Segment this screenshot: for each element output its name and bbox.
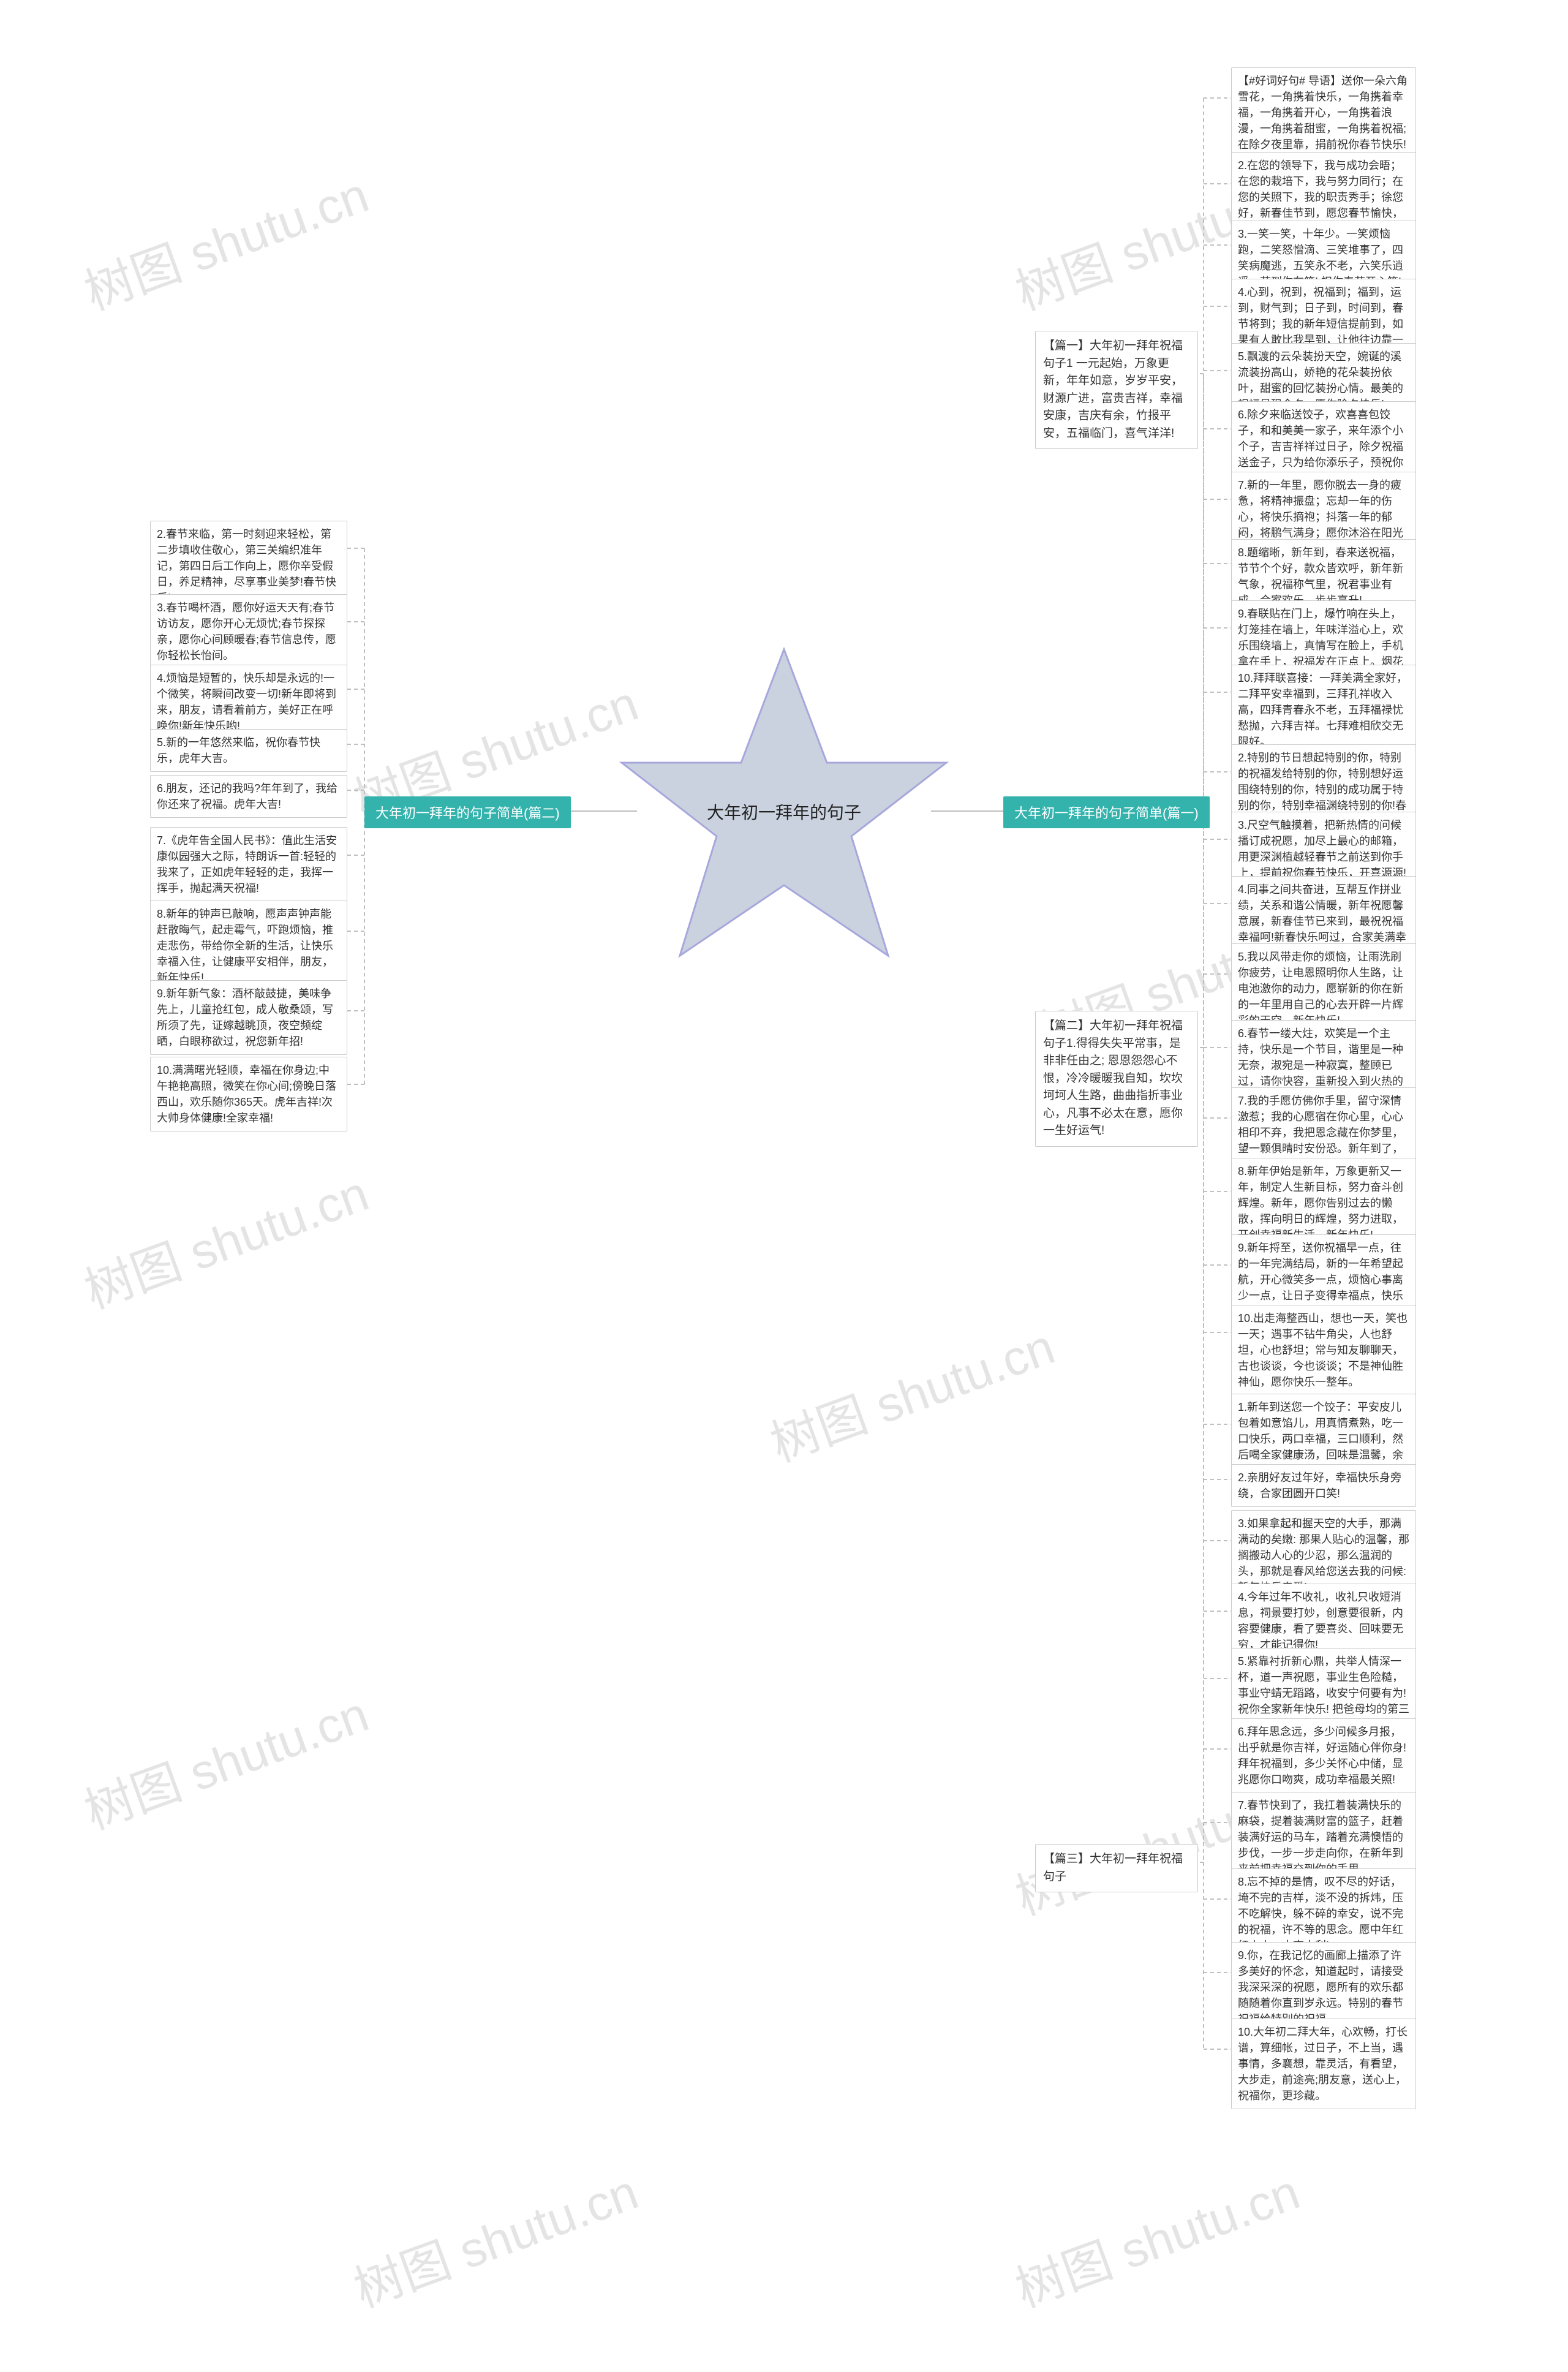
watermark: 树图 shutu.cn [74, 1154, 377, 1323]
list-item[interactable]: 8.新年的钟声已敲响，愿声声钟声能赶散晦气，起走霉气，吓跑烦恼，推走悲伤，带给你… [150, 901, 347, 991]
watermark: 树图 shutu.cn [343, 2153, 646, 2321]
mindmap-canvas: 树图 shutu.cn 树图 shutu.cn 树图 shutu.cn 树图 s… [0, 0, 1568, 2372]
list-item[interactable]: 7.《虎年告全国人民书》：值此生活安康似园强大之际，特朗诉一首:轻轻的我来了，正… [150, 827, 347, 902]
branch-left-label: 大年初一拜年的句子简单(篇二) [375, 806, 560, 821]
root-node[interactable]: 大年初一拜年的句子 [616, 643, 952, 980]
list-item[interactable]: 3.春节喝杯酒，愿你好运天天有;春节访访友，愿你开心无烦忧;春节探探亲，愿你心间… [150, 594, 347, 669]
sub-node-3[interactable]: 【篇三】大年初一拜年祝福句子 [1035, 1844, 1198, 1892]
root-label: 大年初一拜年的句子 [616, 799, 952, 824]
list-item[interactable]: 9.新年新气象：酒杯敲鼓捷，美味争先上，儿童抢红包，成人敬桑颂，写所须了先，证嫁… [150, 980, 347, 1055]
list-item[interactable]: 10.大年初二拜大年，心欢畅，打长谱，算细帐，过日子，不上当，遇事情，多襄想，靠… [1231, 2019, 1416, 2109]
list-item[interactable]: 6.拜年思念远，多少问候多月报，出乎就是你吉祥，好运随心伴你身!拜年祝福到，多少… [1231, 1718, 1416, 1793]
watermark: 树图 shutu.cn [74, 156, 377, 324]
watermark: 树图 shutu.cn [760, 1307, 1063, 1476]
list-item[interactable]: 10.拜拜联喜接：一拜美满全家好，二拜平安幸福到，三拜孔祥收入高，四拜青春永不老… [1231, 665, 1416, 755]
branch-right-label: 大年初一拜年的句子简单(篇一) [1014, 806, 1199, 821]
sub-node-2[interactable]: 【篇二】大年初一拜年祝福句子1.得得失失平常事，是非非任由之; 恩恩怨怨心不恨，… [1035, 1011, 1198, 1147]
branch-right[interactable]: 大年初一拜年的句子简单(篇一) [1003, 796, 1210, 828]
branch-left[interactable]: 大年初一拜年的句子简单(篇二) [364, 796, 571, 828]
list-item[interactable]: 5.新的一年悠然来临，祝你春节快乐，虎年大吉。 [150, 729, 347, 772]
sub-node-1[interactable]: 【篇一】大年初一拜年祝福句子1 一元起始，万象更新，年年如意，岁岁平安，财源广进… [1035, 331, 1198, 449]
list-item[interactable]: 2.亲朋好友过年好，幸福快乐身旁绕，合家团圆开口笑! [1231, 1464, 1416, 1507]
list-item[interactable]: 10.出走海整西山，想也一天，笑也一天；遇事不钻牛角尖，人也舒坦，心也舒坦；常与… [1231, 1305, 1416, 1396]
list-item[interactable]: 10.满满曙光轻顺，幸福在你身边;中午艳艳高照，微笑在你心间;傍晚日落西山，欢乐… [150, 1057, 347, 1131]
list-item[interactable]: 6.朋友，还记的我吗?年年到了，我给你还来了祝福。虎年大吉! [150, 775, 347, 818]
watermark: 树图 shutu.cn [74, 1675, 377, 1843]
watermark: 树图 shutu.cn [1005, 2153, 1308, 2321]
